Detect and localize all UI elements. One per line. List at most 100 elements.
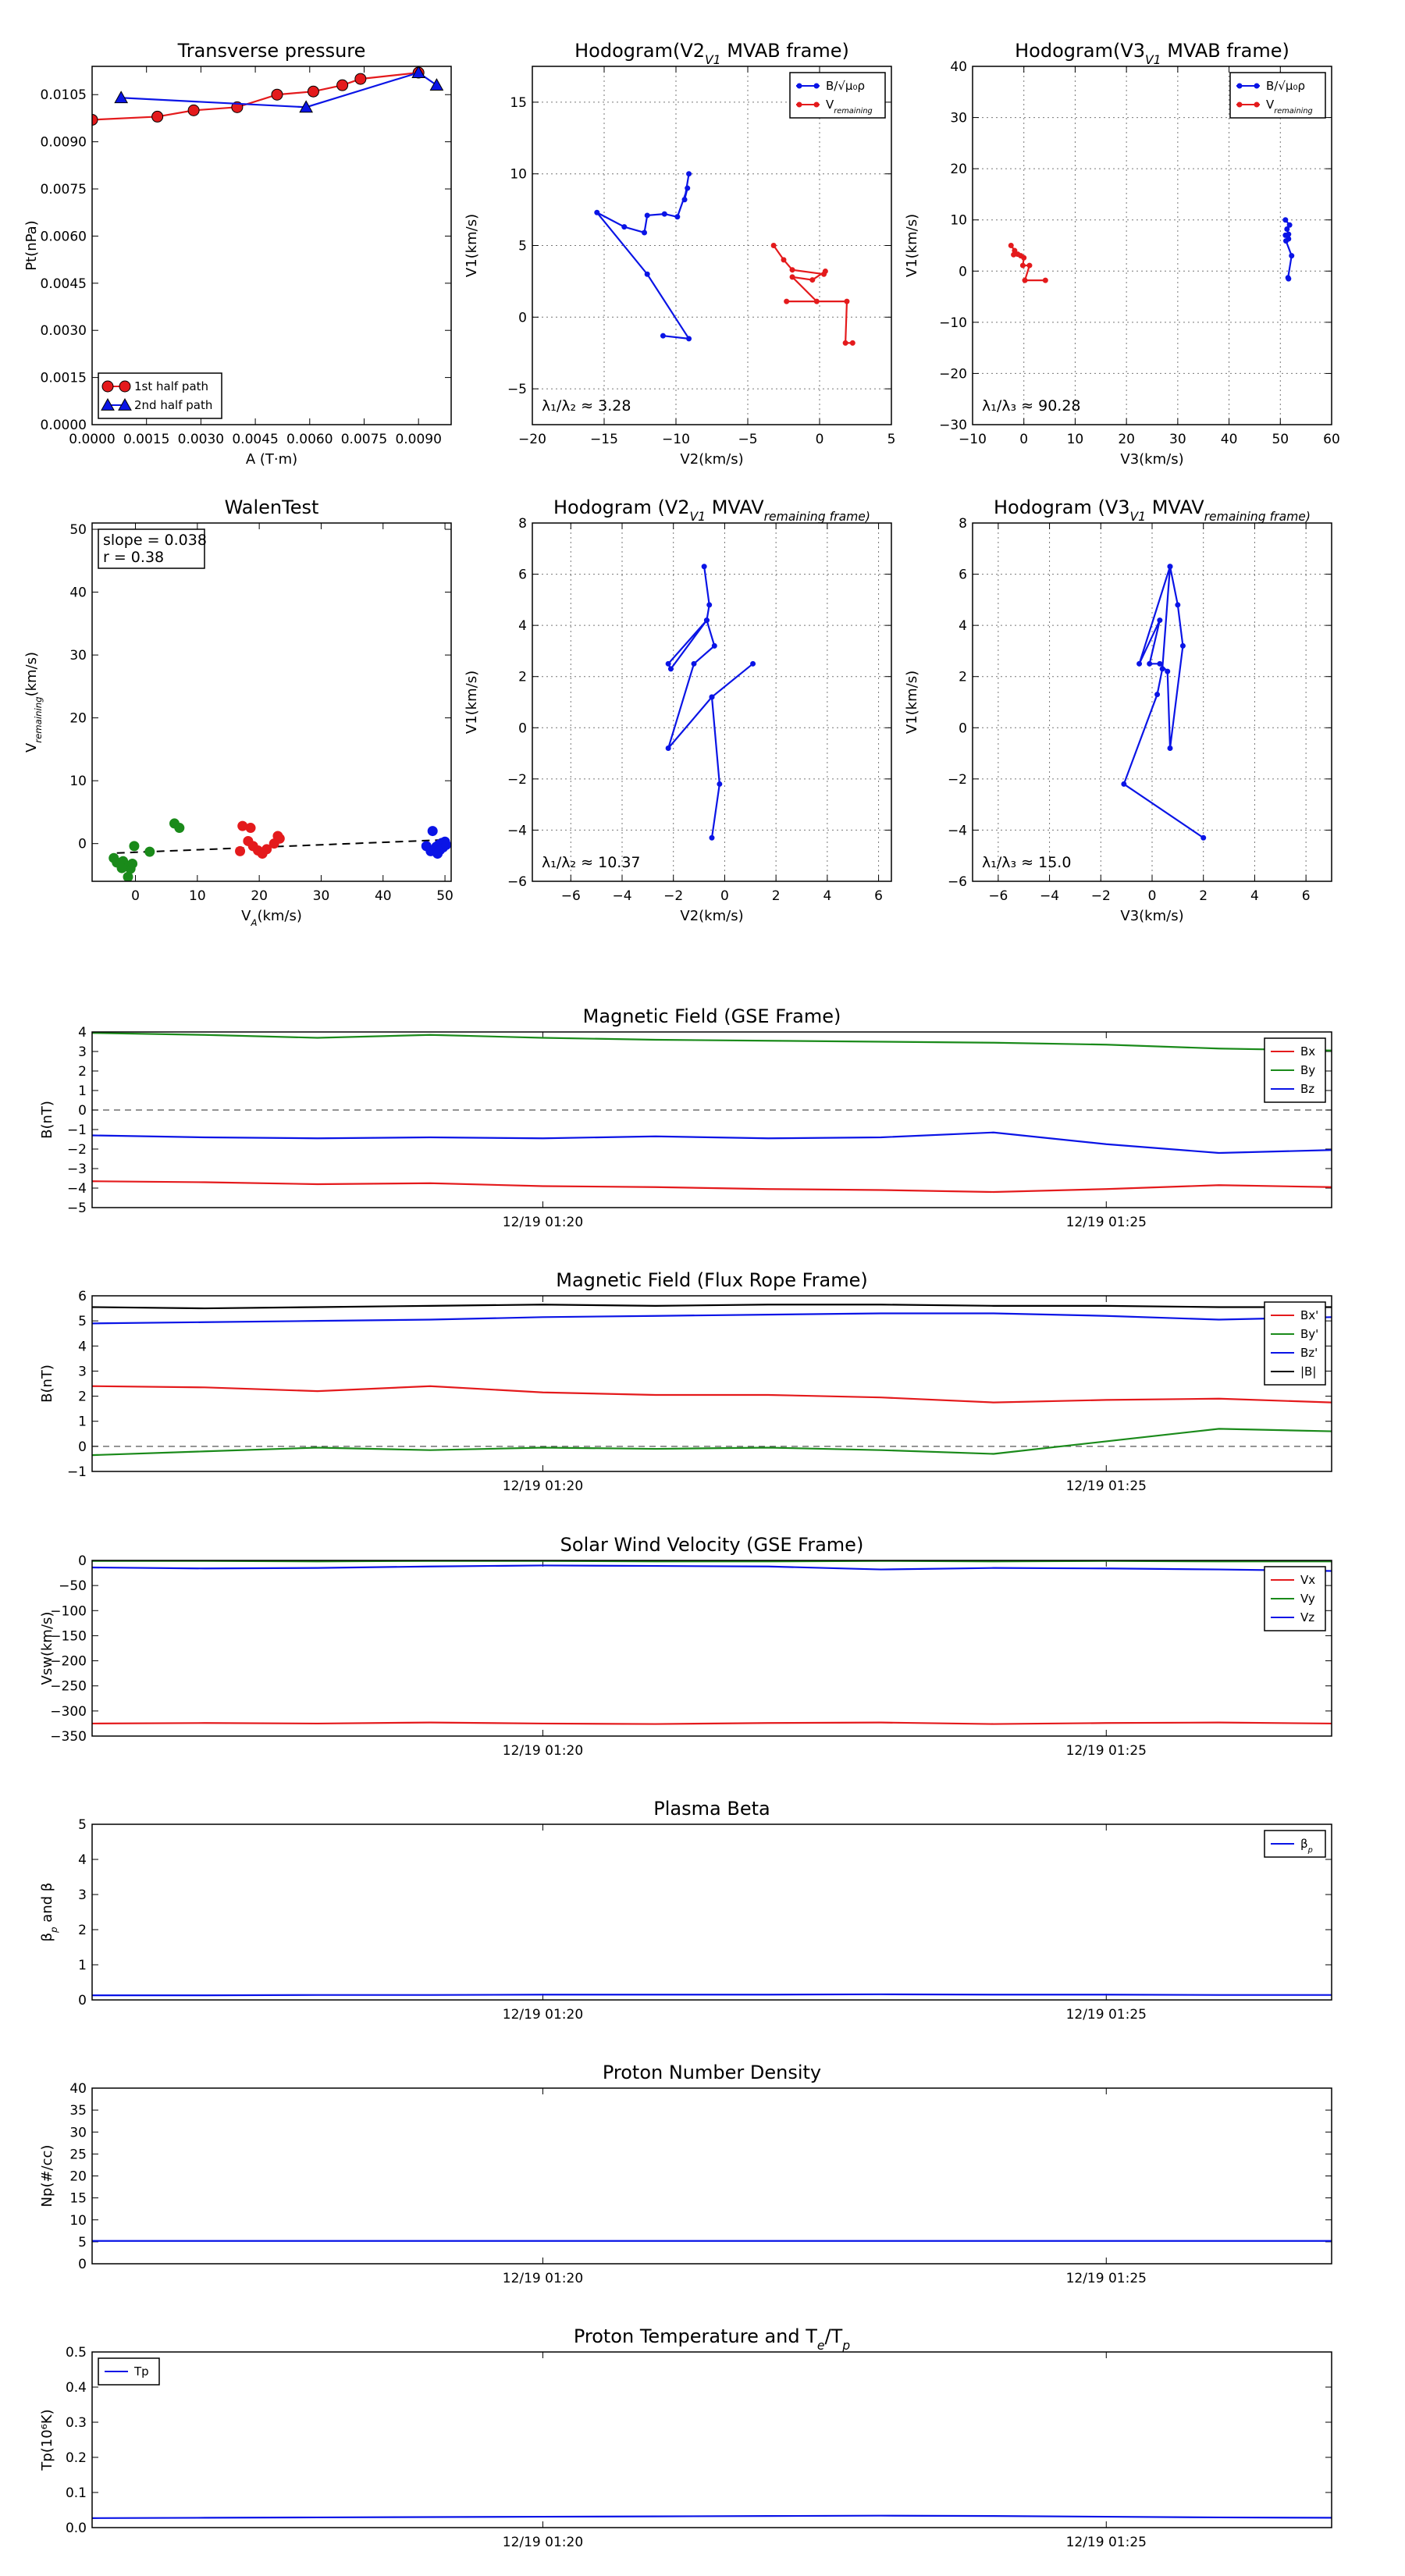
x-tick-label: 10: [1067, 432, 1084, 447]
data-point: [665, 660, 671, 667]
data-point: [261, 844, 272, 855]
x-tick-label: 12/19 01:25: [1066, 1215, 1147, 1230]
y-tick-label: 1: [78, 1083, 87, 1099]
plot-area: [1008, 217, 1295, 283]
data-point: [144, 846, 155, 857]
legend-marker: [813, 101, 820, 108]
y-tick-label: 0.0075: [41, 182, 87, 197]
x-tick-label: 12/19 01:20: [503, 1215, 583, 1230]
data-point: [1154, 692, 1161, 698]
legend: B/√μ₀ρ Vremaining: [1229, 72, 1326, 119]
plot-frame: [91, 2351, 1332, 2528]
y-tick-label: 3: [78, 1364, 87, 1379]
y-tick-label: 2: [78, 1389, 87, 1405]
data-point: [151, 110, 164, 123]
y-tick-label: 0.1: [66, 2485, 87, 2501]
data-point: [1175, 602, 1181, 608]
data-point: [92, 113, 98, 126]
y-tick-label: −3: [67, 1162, 87, 1177]
legend: Tp: [98, 2357, 160, 2386]
x-tick-label: 12/19 01:20: [503, 2271, 583, 2286]
legend-marker: [796, 101, 802, 108]
data-point: [686, 171, 692, 177]
x-tick-label: 0: [1148, 888, 1157, 904]
legend-label: Vx: [1300, 1573, 1315, 1587]
series-line-by: [92, 1032, 1332, 1051]
eigenvalue-ratio-annotation: λ₁/λ₃ ≈ 15.0: [982, 854, 1071, 871]
data-point: [691, 660, 697, 667]
x-tick-label: 6: [874, 888, 883, 904]
x-tick-label: 4: [823, 888, 831, 904]
data-point: [789, 274, 795, 280]
y-tick-label: 5: [78, 1314, 87, 1329]
data-point: [621, 224, 628, 230]
legend-marker: [1236, 101, 1243, 108]
plot-area: [594, 171, 855, 346]
data-point: [1179, 642, 1186, 649]
data-point: [1286, 276, 1292, 282]
y-tick-label: 0: [518, 310, 527, 326]
y-tick-label: 5: [78, 1817, 87, 1833]
chart-h2: Hodogram(V3V1 MVAB frame) −10 0 10 20 30 40 50 6…: [904, 40, 1340, 468]
data-point: [1121, 781, 1127, 787]
legend-label: Vremaining: [826, 98, 873, 116]
x-tick-label: −6: [561, 888, 581, 904]
y-axis-label: B(nT): [39, 1101, 55, 1139]
x-tick-label: −4: [612, 888, 631, 904]
series-line-vz: [92, 1564, 1332, 1572]
chart-title: Solar Wind Velocity (GSE Frame): [560, 1534, 864, 1556]
data-point: [706, 602, 713, 608]
x-axis-label: VA(km/s): [241, 908, 302, 928]
data-point: [187, 104, 200, 116]
y-tick-label: 10: [69, 2213, 87, 2229]
y-tick-label: 30: [950, 111, 967, 126]
data-point: [644, 212, 650, 219]
data-point: [709, 834, 715, 841]
x-tick-label: −10: [959, 432, 987, 447]
x-axis-label: V3(km/s): [1120, 451, 1183, 468]
data-point: [813, 298, 820, 304]
x-tick-label: −10: [662, 432, 690, 447]
data-point: [274, 833, 285, 844]
plot-frame: [91, 1031, 1332, 1208]
data-point: [1282, 217, 1289, 223]
x-tick-label: −4: [1040, 888, 1059, 904]
legend: Vx Vy Vz: [1264, 1566, 1326, 1631]
y-axis-label: Tp(10⁶K): [39, 2409, 55, 2471]
data-point: [849, 340, 855, 346]
series-line-vx: [92, 1721, 1332, 1725]
data-point: [1159, 666, 1165, 672]
legend-marker: [1254, 101, 1260, 108]
x-tick-label: −2: [1091, 888, 1111, 904]
data-point: [123, 871, 133, 881]
data-point: [1157, 617, 1163, 624]
y-axis-label: V1(km/s): [904, 214, 920, 277]
y-tick-label: 3: [78, 1044, 87, 1060]
data-point: [1286, 222, 1293, 228]
plot-frame: [972, 66, 1332, 425]
data-point: [1283, 238, 1289, 244]
x-tick-label: 12/19 01:25: [1066, 1743, 1147, 1759]
legend-label: Bz: [1300, 1082, 1314, 1096]
y-tick-label: 0: [78, 1439, 87, 1455]
data-point: [644, 271, 650, 277]
chart-title: Hodogram (V2V1 MVAVremaining frame): [553, 496, 870, 524]
data-point: [642, 229, 648, 236]
chart-vsw: Solar Wind Velocity (GSE Frame) 12/19 01:…: [39, 1534, 1332, 1759]
chart-title: Magnetic Field (GSE Frame): [583, 1005, 841, 1027]
data-point: [1026, 262, 1033, 269]
chart-title: Plasma Beta: [653, 1798, 770, 1820]
series-line-2ndhalfpath: [121, 71, 438, 109]
series-line-bx: [92, 1385, 1332, 1404]
data-point: [770, 243, 777, 248]
y-axis-label: βp and β: [39, 1883, 59, 1942]
data-point: [667, 666, 674, 672]
legend-label: Vy: [1300, 1592, 1315, 1606]
data-point: [844, 298, 850, 304]
chart-title: Transverse pressure: [177, 40, 366, 62]
x-tick-label: 12/19 01:25: [1066, 2271, 1147, 2286]
plot-area: [665, 564, 756, 841]
legend-label: Bx: [1300, 1044, 1315, 1059]
series-line-0: [667, 566, 754, 838]
